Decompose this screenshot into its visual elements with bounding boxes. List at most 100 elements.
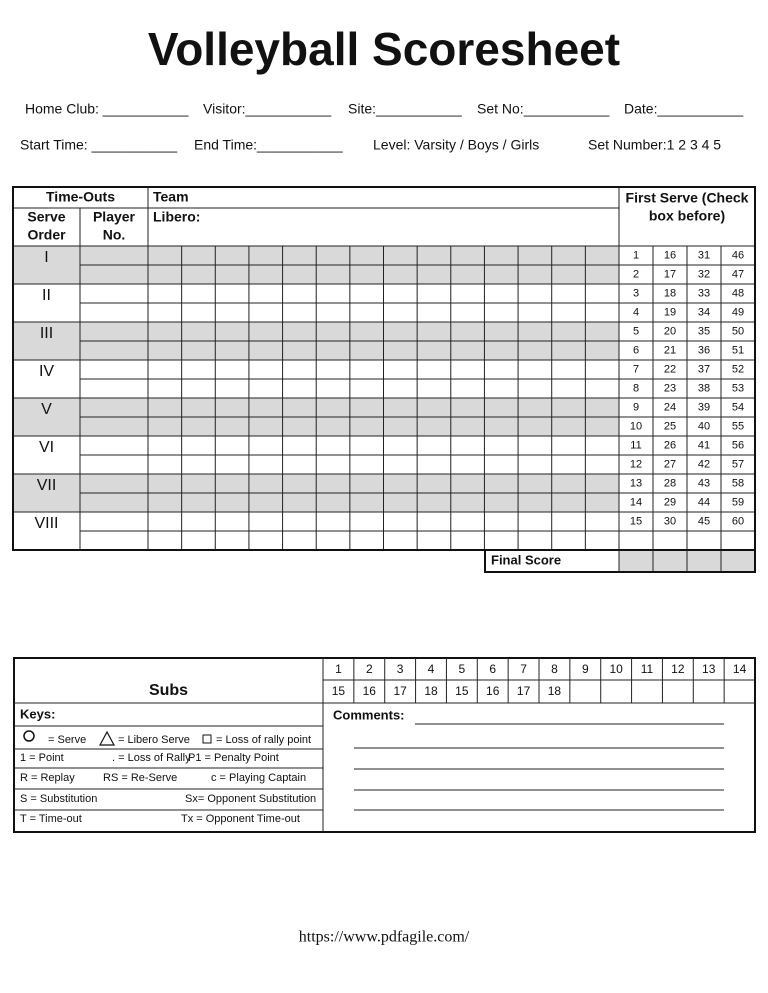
serve-number: 13 — [630, 477, 642, 489]
key-entry: R = Replay — [20, 772, 75, 784]
key-entry: P1 = Penalty Point — [188, 752, 279, 764]
serve-number: 25 — [664, 420, 676, 432]
sub-number: 4 — [428, 662, 435, 676]
rotation-label: VI — [39, 439, 54, 456]
serve-number: 30 — [664, 515, 676, 527]
serve-number: 23 — [664, 382, 676, 394]
serve-number: 8 — [633, 382, 639, 394]
header-field: Set No:___________ — [477, 101, 610, 117]
serve-number: 26 — [664, 439, 676, 451]
serve-number: 49 — [732, 306, 744, 318]
header-field: End Time:___________ — [194, 137, 343, 153]
serve-number: 10 — [630, 420, 642, 432]
serve-number: 5 — [633, 325, 639, 337]
serve-number: 20 — [664, 325, 676, 337]
serve-number: 31 — [698, 249, 710, 261]
rotation-label: IV — [39, 363, 54, 380]
sub-number: 7 — [520, 662, 527, 676]
loss-icon — [202, 734, 212, 744]
serve-number: 51 — [732, 344, 744, 356]
key-entry: = Serve — [48, 734, 86, 746]
serve-number: 53 — [732, 382, 744, 394]
serve-number: 9 — [633, 401, 639, 413]
serve-number: 46 — [732, 249, 744, 261]
sub-number: 17 — [517, 684, 531, 698]
serve-number: 24 — [664, 401, 676, 413]
sub-number: 10 — [609, 662, 623, 676]
serve-number: 28 — [664, 477, 676, 489]
serve-number: 32 — [698, 268, 710, 280]
sub-number: 14 — [733, 662, 747, 676]
rotation-label: VIII — [34, 515, 58, 532]
serve-number: 37 — [698, 363, 710, 375]
serve-number: 4 — [633, 306, 639, 318]
serve-number: 22 — [664, 363, 676, 375]
column-header: Time-Outs — [46, 189, 115, 205]
serve-number: 57 — [732, 458, 744, 470]
sub-number: 12 — [671, 662, 685, 676]
sub-number: 8 — [551, 662, 558, 676]
serve-number: 54 — [732, 401, 744, 413]
column-header: No. — [103, 227, 126, 243]
key-entry: c = Playing Captain — [211, 772, 306, 784]
comments-label: Comments: — [333, 707, 405, 722]
sub-number: 5 — [459, 662, 466, 676]
serve-number: 41 — [698, 439, 710, 451]
key-entry: T = Time-out — [20, 813, 82, 825]
column-header: Order — [27, 227, 66, 243]
header-field: Set Number:1 2 3 4 5 — [588, 137, 721, 153]
serve-number: 48 — [732, 287, 744, 299]
sub-number: 13 — [702, 662, 716, 676]
column-header: box before) — [649, 208, 725, 224]
serve-number: 17 — [664, 268, 676, 280]
sub-number: 3 — [397, 662, 404, 676]
serve-number: 19 — [664, 306, 676, 318]
table-border — [12, 186, 756, 551]
column-header: Libero: — [153, 209, 200, 225]
serve-number: 3 — [633, 287, 639, 299]
header-field: Level: Varsity / Boys / Girls — [373, 137, 539, 153]
key-entry: = Libero Serve — [118, 734, 190, 746]
serve-icon — [23, 730, 35, 742]
serve-number: 11 — [630, 439, 641, 451]
serve-number: 44 — [698, 496, 710, 508]
column-header: Player — [93, 209, 136, 225]
serve-number: 35 — [698, 325, 710, 337]
sub-number: 18 — [424, 684, 438, 698]
sub-number: 15 — [332, 684, 346, 698]
serve-number: 60 — [732, 515, 744, 527]
serve-number: 18 — [664, 287, 676, 299]
serve-number: 12 — [630, 458, 642, 470]
serve-number: 55 — [732, 420, 744, 432]
key-entry: S = Substitution — [20, 793, 97, 805]
rotation-label: V — [41, 401, 52, 418]
libero-icon — [98, 730, 116, 746]
key-entry: Sx= Opponent Substitution — [185, 793, 316, 805]
serve-number: 40 — [698, 420, 710, 432]
sub-number: 18 — [548, 684, 562, 698]
serve-number: 52 — [732, 363, 744, 375]
sub-number: 1 — [335, 662, 342, 676]
serve-number: 6 — [633, 344, 639, 356]
key-entry: . = Loss of Rally — [112, 752, 191, 764]
serve-number: 7 — [633, 363, 639, 375]
serve-number: 59 — [732, 496, 744, 508]
header-field: Start Time: ___________ — [20, 137, 177, 153]
sub-number: 16 — [486, 684, 500, 698]
serve-number: 27 — [664, 458, 676, 470]
final-score-box — [484, 549, 756, 573]
subs-title: Subs — [149, 682, 188, 699]
sub-number: 2 — [366, 662, 373, 676]
key-entry: 1 = Point — [20, 752, 64, 764]
key-entry: RS = Re-Serve — [103, 772, 177, 784]
serve-number: 2 — [633, 268, 639, 280]
final-score-label: Final Score — [491, 552, 561, 567]
column-header: First Serve (Check — [626, 190, 749, 206]
rotation-label: I — [44, 249, 48, 266]
serve-number: 29 — [664, 496, 676, 508]
serve-number: 14 — [630, 496, 642, 508]
sub-number: 17 — [393, 684, 407, 698]
serve-number: 1 — [633, 249, 639, 261]
serve-number: 21 — [664, 344, 676, 356]
